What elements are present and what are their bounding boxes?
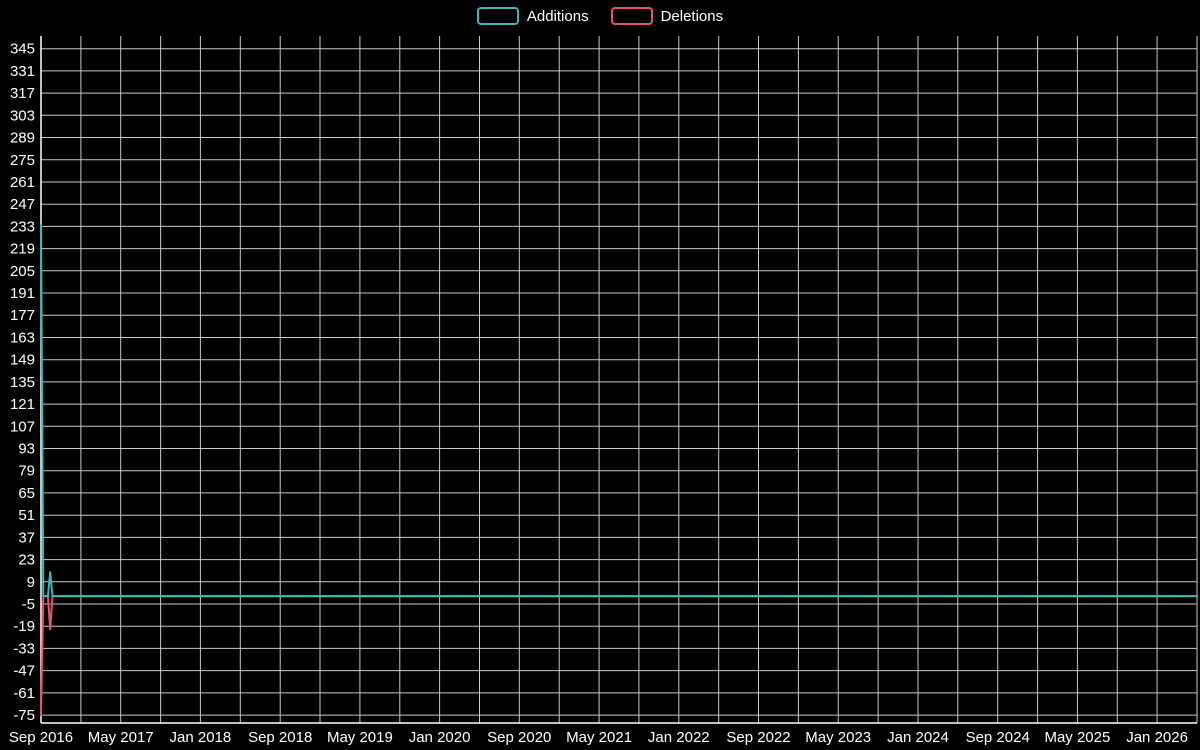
y-tick-label: 289 xyxy=(10,130,35,147)
x-tick-label: May 2017 xyxy=(88,729,154,746)
y-tick-label: 121 xyxy=(10,396,35,413)
y-tick-label: 345 xyxy=(10,41,35,58)
x-tick-label: Sep 2024 xyxy=(966,729,1030,746)
y-tick-label: 191 xyxy=(10,285,35,302)
x-tick-label: Jan 2018 xyxy=(170,729,232,746)
y-tick-label: 93 xyxy=(18,441,35,458)
y-tick-label: -33 xyxy=(13,640,35,657)
legend-label-additions: Additions xyxy=(526,7,589,25)
additions-swatch-icon xyxy=(476,7,519,25)
x-tick-label: May 2019 xyxy=(327,729,393,746)
y-tick-label: 79 xyxy=(18,463,35,480)
y-tick-label: -19 xyxy=(13,618,35,635)
additions-series xyxy=(40,223,1198,598)
y-tick-label: -61 xyxy=(13,685,35,702)
legend-item-additions[interactable]: Additions xyxy=(476,7,589,25)
y-tick-label: 23 xyxy=(18,552,35,569)
y-tick-label: 219 xyxy=(10,241,35,258)
y-tick-label: -75 xyxy=(13,707,35,724)
y-tick-label: -5 xyxy=(22,596,35,613)
y-tick-label: 275 xyxy=(10,152,35,169)
y-tick-label: 247 xyxy=(10,196,35,213)
x-tick-label: Jan 2024 xyxy=(887,729,949,746)
x-tick-label: May 2023 xyxy=(805,729,871,746)
y-tick-label: 51 xyxy=(18,507,35,524)
y-tick-label: 135 xyxy=(10,374,35,391)
x-tick-label: Jan 2026 xyxy=(1126,729,1188,746)
legend-item-deletions[interactable]: Deletions xyxy=(610,7,724,25)
y-tick-label: 205 xyxy=(10,263,35,280)
y-tick-label: 261 xyxy=(10,174,35,191)
deletions-swatch-icon xyxy=(610,7,653,25)
y-tick-label: 107 xyxy=(10,418,35,435)
x-tick-label: May 2025 xyxy=(1044,729,1110,746)
y-tick-label: 233 xyxy=(10,218,35,235)
x-tick-label: Sep 2022 xyxy=(726,729,790,746)
y-tick-label: 317 xyxy=(10,85,35,102)
x-tick-label: Jan 2020 xyxy=(409,729,471,746)
x-tick-label: Sep 2016 xyxy=(9,729,73,746)
x-tick-label: Sep 2020 xyxy=(487,729,551,746)
y-tick-label: 65 xyxy=(18,485,35,502)
y-tick-label: 9 xyxy=(27,574,35,591)
y-tick-label: 303 xyxy=(10,107,35,124)
x-tick-label: May 2021 xyxy=(566,729,632,746)
legend-label-deletions: Deletions xyxy=(660,7,724,25)
y-tick-label: 37 xyxy=(18,529,35,546)
y-tick-label: 177 xyxy=(10,307,35,324)
y-tick-label: -47 xyxy=(13,663,35,680)
y-tick-label: 331 xyxy=(10,63,35,80)
y-tick-label: 163 xyxy=(10,330,35,347)
x-tick-label: Sep 2018 xyxy=(248,729,312,746)
legend: Additions Deletions xyxy=(0,7,1200,25)
y-tick-label: 149 xyxy=(10,352,35,369)
x-tick-label: Jan 2022 xyxy=(648,729,710,746)
